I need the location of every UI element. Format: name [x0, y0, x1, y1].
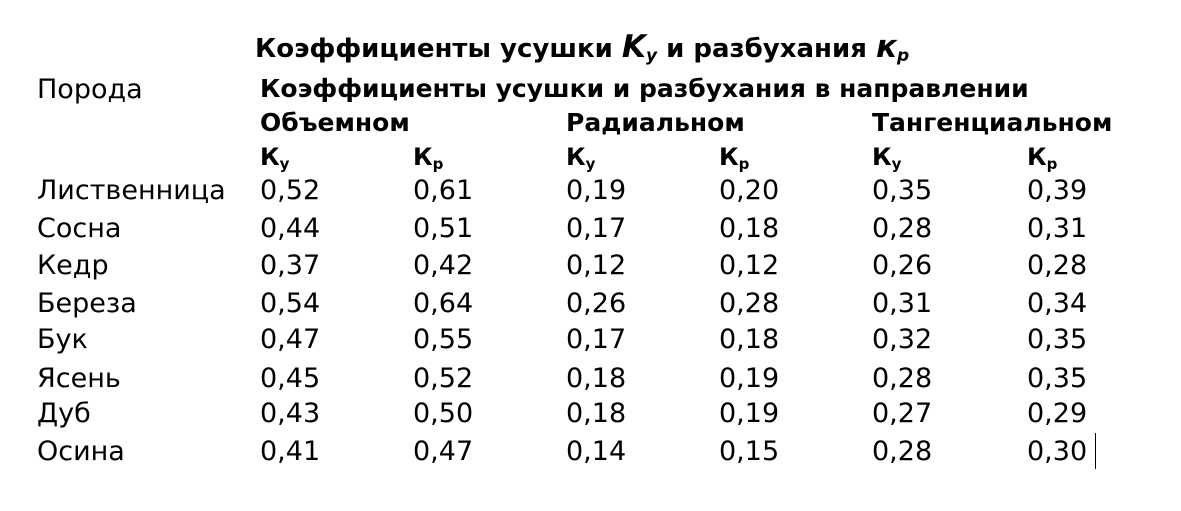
symbol-subscript: р: [432, 155, 444, 173]
coefficient-symbol-header: Кр: [719, 145, 749, 172]
value-cell: 0,27: [872, 398, 933, 429]
title-symbol-kp: кp: [876, 29, 909, 65]
symbol-base: К: [260, 143, 280, 171]
value-cell: 0,28: [872, 213, 933, 244]
value-cell: 0,15: [719, 436, 780, 467]
coefficient-symbol-header: Ку: [260, 145, 289, 172]
title-symbol-base: к: [875, 29, 898, 65]
coefficient-symbol-header: Кр: [1027, 145, 1057, 172]
value-cell: 0,18: [719, 324, 780, 355]
value-cell: 0,41: [260, 436, 321, 467]
value-cell: 0,52: [260, 175, 321, 206]
value-cell: 0,28: [1027, 250, 1088, 281]
direction-header: Радиальном: [566, 108, 745, 137]
value-cell: 0,18: [566, 363, 627, 394]
value-cell: 0,44: [260, 213, 321, 244]
value-cell: 0,47: [260, 324, 321, 355]
value-cell: 0,19: [719, 363, 780, 394]
title-symbol-sub: p: [897, 46, 910, 66]
value-cell: 0,14: [566, 436, 627, 467]
value-cell: 0,17: [566, 213, 627, 244]
value-cell: 0,61: [413, 175, 474, 206]
value-cell: 0,31: [1027, 213, 1088, 244]
value-cell: 0,39: [1027, 175, 1088, 206]
value-cell: 0,19: [719, 398, 780, 429]
value-cell: 0,43: [260, 398, 321, 429]
species-cell: Ясень: [37, 363, 121, 394]
symbol-subscript: у: [891, 155, 902, 173]
value-cell: 0,34: [1027, 288, 1088, 319]
symbol-subscript: р: [1046, 155, 1058, 173]
value-cell: 0,26: [872, 250, 933, 281]
value-cell: 0,51: [413, 213, 474, 244]
title-text: и разбухания: [657, 34, 876, 64]
text-cursor: [1095, 433, 1096, 469]
value-cell: 0,64: [413, 288, 474, 319]
coefficient-symbol-header: Ку: [872, 145, 901, 172]
value-cell: 0,32: [872, 324, 933, 355]
value-cell: 0,12: [719, 250, 780, 281]
value-cell: 0,35: [872, 175, 933, 206]
value-cell: 0,30: [1027, 436, 1088, 467]
value-cell: 0,31: [872, 288, 933, 319]
value-cell: 0,18: [719, 213, 780, 244]
value-cell: 0,28: [719, 288, 780, 319]
value-cell: 0,52: [413, 363, 474, 394]
value-cell: 0,18: [566, 398, 627, 429]
value-cell: 0,37: [260, 250, 321, 281]
table-title: Коэффициенты усушки Ky и разбухания кp: [255, 32, 909, 65]
direction-header: Тангенциальном: [872, 108, 1113, 137]
species-cell: Бук: [37, 324, 88, 355]
species-cell: Осина: [37, 436, 125, 467]
species-column-header: Порода: [37, 74, 143, 105]
value-cell: 0,45: [260, 363, 321, 394]
value-cell: 0,54: [260, 288, 321, 319]
symbol-base: К: [566, 143, 586, 171]
symbol-subscript: р: [738, 155, 750, 173]
value-cell: 0,28: [872, 363, 933, 394]
coefficient-symbol-header: Ку: [566, 145, 595, 172]
title-symbol-base: K: [621, 29, 646, 65]
value-cell: 0,55: [413, 324, 474, 355]
species-cell: Береза: [37, 288, 137, 319]
value-cell: 0,47: [413, 436, 474, 467]
species-cell: Сосна: [37, 213, 122, 244]
symbol-base: К: [1027, 143, 1047, 171]
species-cell: Кедр: [37, 250, 109, 281]
value-cell: 0,17: [566, 324, 627, 355]
value-cell: 0,35: [1027, 363, 1088, 394]
species-cell: Лиственница: [37, 175, 226, 206]
value-cell: 0,29: [1027, 398, 1088, 429]
title-text: Коэффициенты усушки: [255, 34, 622, 64]
title-symbol-sub: y: [645, 46, 658, 66]
symbol-base: К: [719, 143, 739, 171]
value-cell: 0,12: [566, 250, 627, 281]
value-cell: 0,26: [566, 288, 627, 319]
value-cell: 0,35: [1027, 324, 1088, 355]
group-header: Коэффициенты усушки и разбухания в напра…: [260, 74, 1029, 103]
value-cell: 0,19: [566, 175, 627, 206]
value-cell: 0,28: [872, 436, 933, 467]
title-symbol-ky: Ky: [622, 29, 657, 65]
symbol-subscript: у: [585, 155, 596, 173]
species-cell: Дуб: [37, 398, 91, 429]
value-cell: 0,20: [719, 175, 780, 206]
direction-header: Объемном: [260, 108, 410, 137]
coefficient-symbol-header: Кр: [413, 145, 443, 172]
symbol-base: К: [413, 143, 433, 171]
value-cell: 0,50: [413, 398, 474, 429]
symbol-base: К: [872, 143, 892, 171]
symbol-subscript: у: [279, 155, 290, 173]
value-cell: 0,42: [413, 250, 474, 281]
